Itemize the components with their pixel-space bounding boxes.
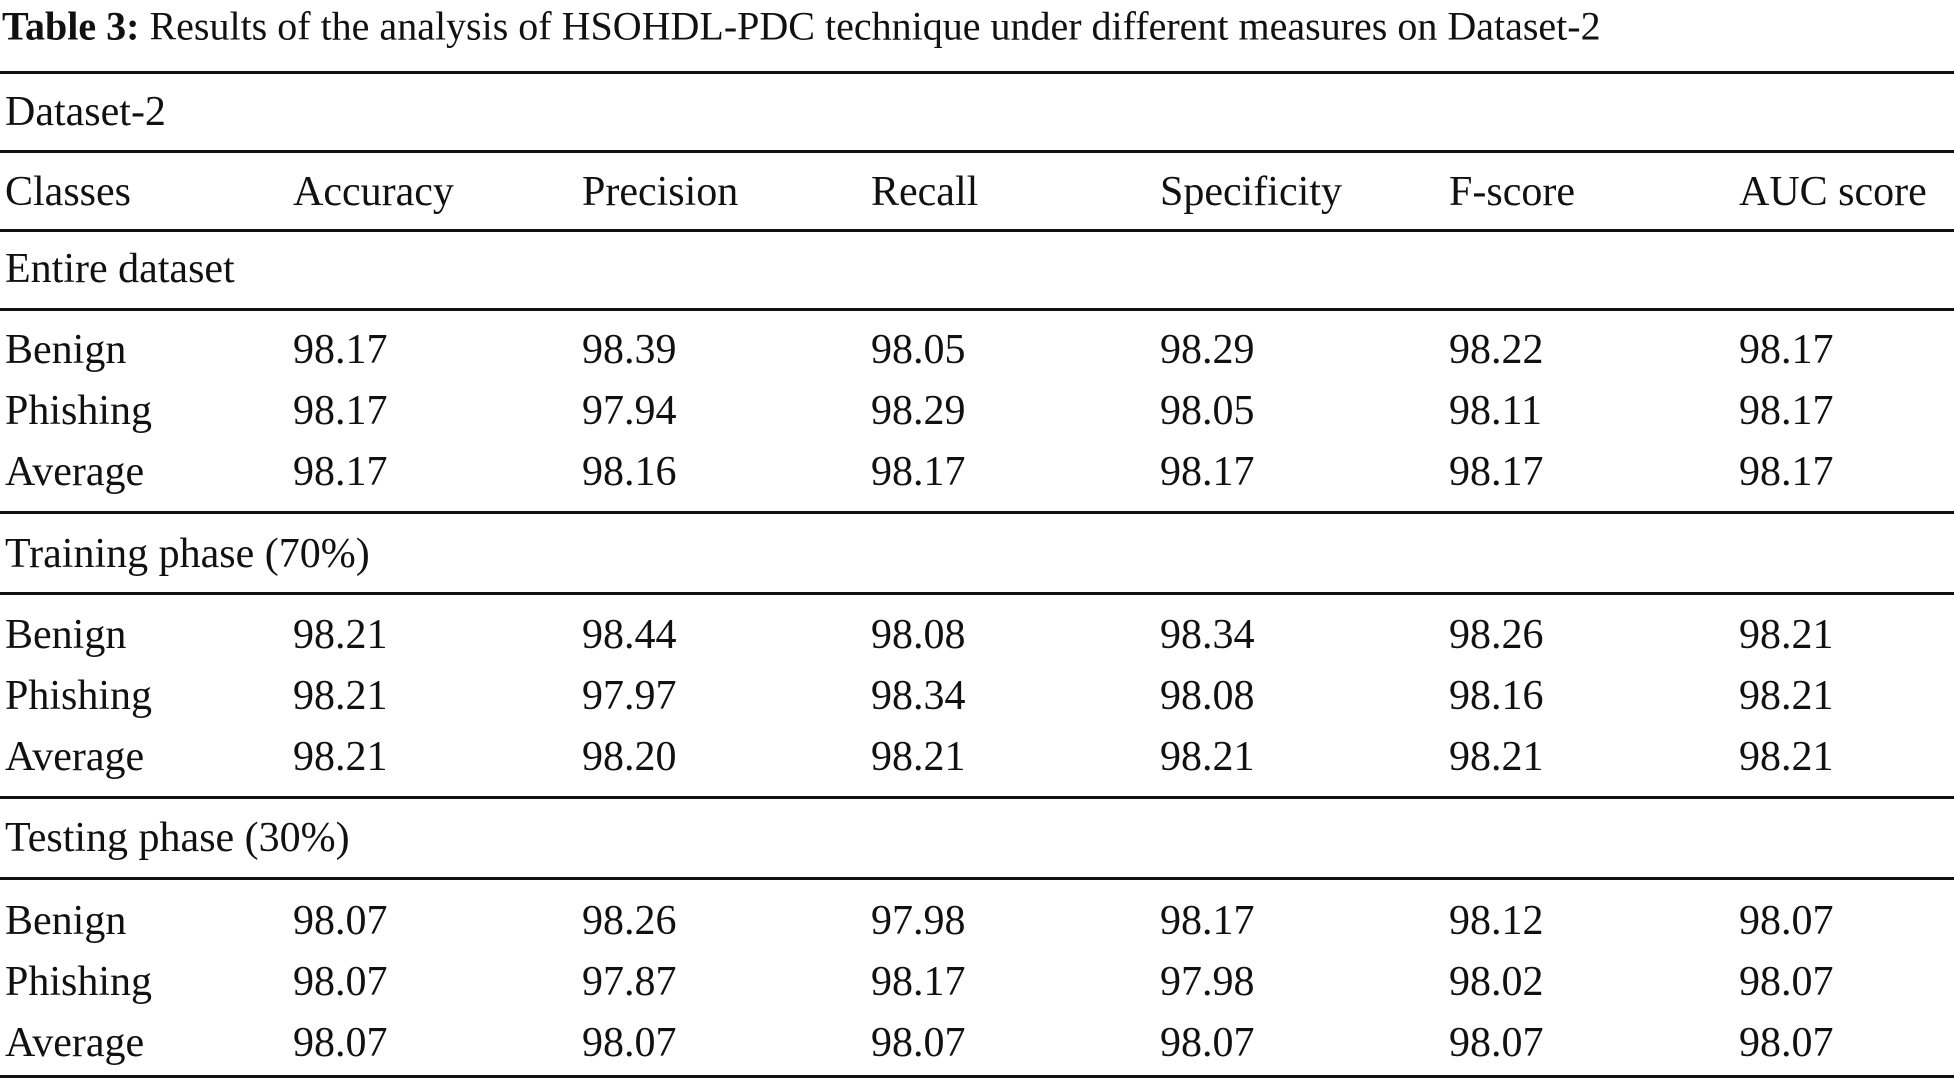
table-cell: 97.98 [871, 898, 966, 944]
table-cell: 98.17 [1739, 388, 1834, 434]
table-cell: 98.07 [871, 1020, 966, 1066]
table-cell: 98.17 [1739, 327, 1834, 373]
table-cell: 98.11 [1449, 388, 1542, 434]
table-cell: 98.22 [1449, 327, 1544, 373]
table-cell: 98.16 [582, 449, 677, 495]
table-cell: 98.17 [293, 449, 388, 495]
table-cell: 98.17 [293, 388, 388, 434]
table-cell: 98.26 [582, 898, 677, 944]
section-title: Training phase (70%) [5, 531, 370, 577]
table-cell: 98.08 [1160, 673, 1255, 719]
table-cell: 98.07 [1739, 898, 1834, 944]
table-rule [0, 592, 1954, 595]
row-label: Average [5, 1020, 145, 1066]
table-rule [0, 877, 1954, 880]
column-header: F-score [1449, 169, 1575, 215]
dataset-label: Dataset-2 [5, 89, 166, 135]
table-cell: 97.97 [582, 673, 677, 719]
column-header: Classes [5, 169, 131, 215]
table-cell: 97.87 [582, 959, 677, 1005]
table-rule [0, 150, 1954, 153]
caption-label: Table 3: [2, 3, 140, 49]
table-cell: 98.17 [871, 449, 966, 495]
row-label: Phishing [5, 388, 153, 434]
table-cell: 98.02 [1449, 959, 1544, 1005]
table-cell: 98.34 [871, 673, 966, 719]
row-label: Average [5, 449, 145, 495]
column-header: AUC score [1739, 169, 1927, 215]
table-cell: 98.17 [1449, 449, 1544, 495]
table-cell: 98.05 [1160, 388, 1255, 434]
table-cell: 98.07 [293, 1020, 388, 1066]
table-cell: 98.17 [293, 327, 388, 373]
table-rule [0, 511, 1954, 514]
table-cell: 98.07 [1449, 1020, 1544, 1066]
row-label: Phishing [5, 673, 153, 719]
table-cell: 98.29 [871, 388, 966, 434]
table-cell: 98.21 [1739, 734, 1834, 780]
table-cell: 98.07 [293, 959, 388, 1005]
column-header: Precision [582, 169, 739, 215]
table-rule [0, 229, 1954, 232]
table-cell: 98.21 [1160, 734, 1255, 780]
table-cell: 98.07 [1739, 959, 1834, 1005]
table-cell: 98.39 [582, 327, 677, 373]
section-title: Testing phase (30%) [5, 815, 350, 861]
caption-text: Results of the analysis of HSOHDL-PDC te… [149, 3, 1601, 49]
table-cell: 98.08 [871, 612, 966, 658]
table-cell: 98.21 [293, 673, 388, 719]
table-cell: 98.21 [1739, 612, 1834, 658]
table-cell: 98.05 [871, 327, 966, 373]
table-cell: 98.07 [582, 1020, 677, 1066]
table-rule [0, 1075, 1954, 1078]
table-cell: 98.17 [871, 959, 966, 1005]
table-cell: 98.20 [582, 734, 677, 780]
table-caption: Table 3: Results of the analysis of HSOH… [2, 3, 1601, 50]
row-label: Benign [5, 898, 127, 944]
table-cell: 98.21 [1449, 734, 1544, 780]
table-cell: 98.17 [1160, 449, 1255, 495]
table-cell: 97.98 [1160, 959, 1255, 1005]
table-cell: 98.21 [871, 734, 966, 780]
table-cell: 98.21 [1739, 673, 1834, 719]
table-cell: 97.94 [582, 388, 677, 434]
table-cell: 98.29 [1160, 327, 1255, 373]
table-cell: 98.12 [1449, 898, 1544, 944]
table-rule [0, 308, 1954, 311]
column-header: Recall [871, 169, 979, 215]
row-label: Benign [5, 612, 127, 658]
column-header: Accuracy [293, 169, 454, 215]
table-cell: 98.34 [1160, 612, 1255, 658]
table-cell: 98.07 [1160, 1020, 1255, 1066]
table-rule [0, 71, 1954, 74]
table-rule [0, 796, 1954, 799]
table-cell: 98.07 [1739, 1020, 1834, 1066]
column-header: Specificity [1160, 169, 1342, 215]
table-cell: 98.17 [1160, 898, 1255, 944]
table-cell: 98.26 [1449, 612, 1544, 658]
section-title: Entire dataset [5, 246, 235, 292]
table-cell: 98.44 [582, 612, 677, 658]
table-cell: 98.07 [293, 898, 388, 944]
table-cell: 98.17 [1739, 449, 1834, 495]
table-cell: 98.21 [293, 734, 388, 780]
row-label: Average [5, 734, 145, 780]
row-label: Benign [5, 327, 127, 373]
table-cell: 98.21 [293, 612, 388, 658]
table-cell: 98.16 [1449, 673, 1544, 719]
row-label: Phishing [5, 959, 153, 1005]
